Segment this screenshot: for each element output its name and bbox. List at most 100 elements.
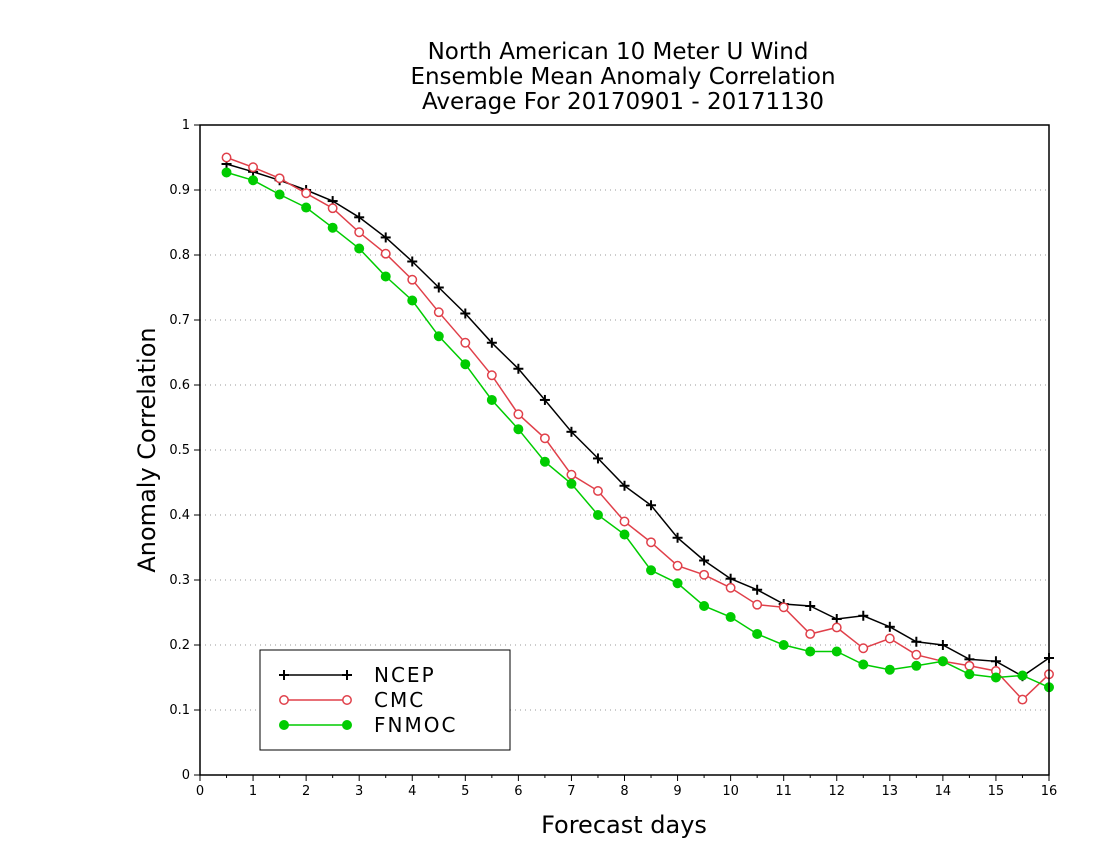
legend-marker-fnmoc [279,720,289,730]
legend-marker-cmc [342,695,352,705]
point-fnmoc [831,646,842,657]
legend-item-cmc: CMC [279,688,425,712]
point-ncep [858,610,869,621]
point-ncep [433,282,444,293]
y-tick-label: 0.1 [169,703,190,718]
point-fnmoc [301,202,312,213]
point-fnmoc [725,612,736,623]
point-fnmoc [248,175,259,186]
legend-marker-cmc [279,695,289,705]
point-fnmoc [858,659,869,670]
point-cmc [672,560,683,571]
plot-frame [199,124,1050,776]
point-cmc [725,582,736,593]
point-cmc [354,227,365,238]
x-tick-label: 3 [355,784,363,799]
point-ncep [884,621,895,632]
legend-marker-ncep [279,670,289,680]
point-ncep [752,584,763,595]
point-fnmoc [566,478,577,489]
series-layer [221,152,1054,705]
y-tick-label: 1 [182,118,190,133]
point-ncep [486,337,497,348]
point-cmc [1017,694,1028,705]
point-ncep [911,636,922,647]
point-cmc [593,486,603,496]
chart-title: North American 10 Meter U Wind Ensemble … [410,39,835,115]
series-cmc [221,152,1054,705]
point-fnmoc [221,167,232,178]
x-tick-label: 8 [620,784,628,799]
series-fnmoc [221,167,1054,693]
point-fnmoc [619,529,630,540]
x-axis-ticks: 0 1 2 3 4 5 6 7 8 9 10 11 12 13 14 15 16 [196,775,1057,799]
x-tick-label: 14 [935,784,952,799]
x-tick-label: 12 [828,784,845,799]
point-fnmoc [486,394,497,405]
point-cmc [699,569,710,580]
point-cmc [486,370,497,381]
point-fnmoc [752,628,763,639]
x-axis-label: Forecast days [541,811,707,839]
point-fnmoc [884,664,895,675]
point-cmc [752,599,763,610]
point-ncep [831,614,842,624]
y-tick-label: 0.5 [169,443,190,458]
x-tick-label: 7 [567,784,575,799]
point-fnmoc [646,565,657,576]
point-ncep [592,453,603,464]
y-tick-label: 0.4 [169,508,190,523]
point-fnmoc [672,578,683,589]
point-ncep [937,640,948,650]
point-fnmoc [592,510,603,520]
point-cmc [380,248,391,259]
point-ncep [566,426,577,437]
x-tick-label: 10 [722,784,739,799]
point-ncep [619,480,630,491]
point-cmc [301,188,312,199]
point-cmc [221,152,232,163]
point-fnmoc [964,669,975,680]
point-ncep [672,532,683,543]
y-tick-label: 0.9 [169,183,190,198]
legend-item-ncep: NCEP [279,663,434,687]
point-cmc [911,649,922,660]
x-tick-label: 0 [196,784,204,799]
point-fnmoc [699,601,710,611]
point-cmc [619,516,630,527]
point-fnmoc [327,222,338,233]
point-fnmoc [513,424,524,435]
point-cmc [778,602,789,613]
point-cmc [805,629,816,639]
x-tick-label: 5 [461,784,469,799]
y-axis-label: Anomaly Correlation [133,327,161,572]
point-fnmoc [354,243,365,254]
series-ncep [221,159,1054,682]
legend-item-fnmoc: FNMOC [279,713,455,737]
legend-label-cmc: CMC [374,688,425,712]
point-fnmoc [1017,670,1028,681]
point-cmc [327,203,338,214]
title-line-3: Average For 20170901 - 20171130 [422,89,824,115]
point-ncep [805,601,816,611]
point-fnmoc [407,295,418,306]
x-tick-label: 11 [775,784,792,799]
x-tick-label: 4 [408,784,416,799]
x-tick-label: 15 [988,784,1005,799]
point-fnmoc [460,359,471,370]
point-ncep [699,555,710,566]
y-axis-ticks: 0 0.1 0.2 0.3 0.4 0.5 0.6 0.7 0.8 0.9 1 [169,118,200,783]
point-cmc [964,660,975,671]
x-tick-label: 16 [1041,784,1058,799]
point-cmc [513,409,524,420]
x-tick-label: 6 [514,784,522,799]
x-tick-label: 13 [882,784,899,799]
point-cmc [433,307,444,318]
title-line-2: Ensemble Mean Anomaly Correlation [410,64,835,90]
x-tick-label: 1 [249,784,257,799]
point-fnmoc [805,646,816,657]
series-line-fnmoc [226,171,1050,688]
x-tick-label: 2 [302,784,310,799]
y-tick-label: 0.7 [169,313,190,328]
